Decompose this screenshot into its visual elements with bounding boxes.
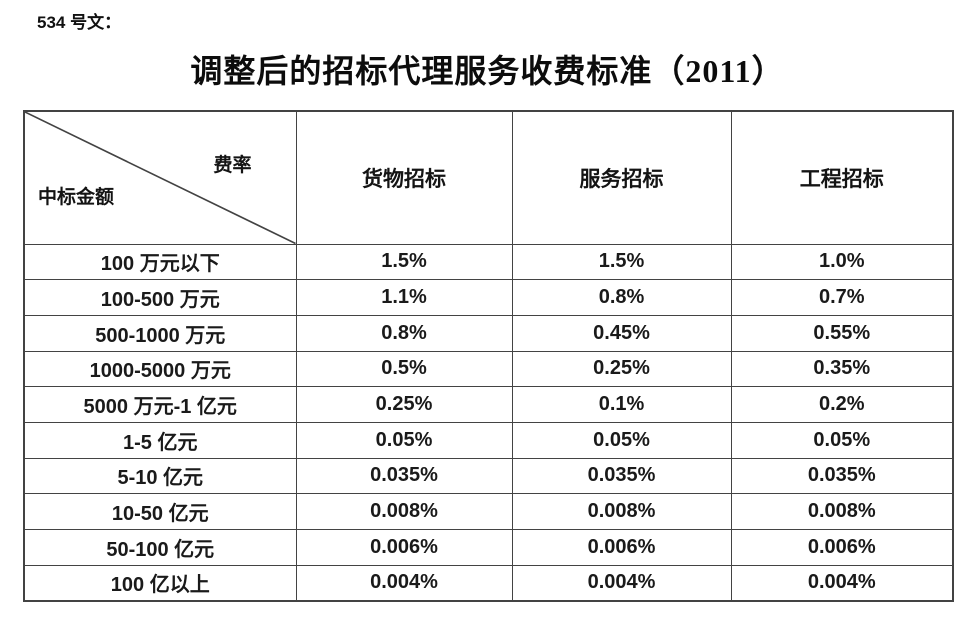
doc-number: 534 号文： — [37, 13, 122, 32]
corner-header-cell: 费率 中标金额 — [23, 110, 297, 245]
row-label: 100-500 万元 — [23, 279, 297, 316]
rate-cell: 0.45% — [511, 314, 732, 352]
rate-cell: 0.004% — [730, 564, 954, 602]
rate-cell: 0.7% — [730, 279, 954, 316]
page-title: 调整后的招标代理服务收费标准（2011） — [190, 53, 785, 89]
rate-cell: 0.008% — [730, 493, 954, 530]
rate-cell: 0.8% — [511, 279, 732, 316]
rate-cell: 1.5% — [295, 243, 513, 281]
rate-cell: 0.05% — [511, 421, 732, 459]
row-label: 5-10 亿元 — [23, 457, 297, 495]
table-row: 1000-5000 万元 0.5% 0.25% 0.35% — [23, 350, 954, 388]
row-label: 5000 万元-1 亿元 — [23, 386, 297, 423]
rate-cell: 0.006% — [511, 529, 732, 566]
table-row: 5000 万元-1 亿元 0.25% 0.1% 0.2% — [23, 386, 954, 423]
table-row: 1-5 亿元 0.05% 0.05% 0.05% — [23, 421, 954, 459]
table-row: 100 亿以上 0.004% 0.004% 0.004% — [23, 564, 954, 602]
rate-cell: 0.25% — [295, 386, 513, 423]
rate-cell: 0.5% — [295, 350, 513, 388]
rate-cell: 0.8% — [295, 314, 513, 352]
corner-label-rate: 费率 — [213, 155, 252, 176]
table-row: 10-50 亿元 0.008% 0.008% 0.008% — [23, 493, 954, 530]
rate-cell: 0.035% — [295, 457, 513, 495]
column-header-goods: 货物招标 — [295, 110, 513, 245]
rate-cell: 0.035% — [730, 457, 954, 495]
row-label: 100 万元以下 — [23, 243, 297, 281]
header-row: 费率 中标金额 货物招标 服务招标 工程招标 — [23, 110, 954, 245]
rate-cell: 1.5% — [511, 243, 732, 281]
rate-cell: 0.008% — [295, 493, 513, 530]
row-label: 100 亿以上 — [23, 564, 297, 602]
rate-cell: 0.004% — [511, 564, 732, 602]
rate-cell: 0.1% — [511, 386, 732, 423]
rate-cell: 0.2% — [730, 386, 954, 423]
rate-cell: 0.006% — [730, 529, 954, 566]
table-row: 5-10 亿元 0.035% 0.035% 0.035% — [23, 457, 954, 495]
row-label: 500-1000 万元 — [23, 314, 297, 352]
rate-cell: 0.25% — [511, 350, 732, 388]
column-header-services: 服务招标 — [511, 110, 732, 245]
rate-cell: 0.05% — [730, 421, 954, 459]
table-row: 100-500 万元 1.1% 0.8% 0.7% — [23, 279, 954, 316]
rate-cell: 0.006% — [295, 529, 513, 566]
row-label: 10-50 亿元 — [23, 493, 297, 530]
rate-cell: 0.55% — [730, 314, 954, 352]
rate-cell: 0.004% — [295, 564, 513, 602]
table-row: 50-100 亿元 0.006% 0.006% 0.006% — [23, 529, 954, 566]
rate-cell: 0.35% — [730, 350, 954, 388]
table-header: 费率 中标金额 货物招标 服务招标 工程招标 — [23, 110, 954, 245]
rate-cell: 0.008% — [511, 493, 732, 530]
rate-cell: 0.05% — [295, 421, 513, 459]
corner-label-award-amount: 中标金额 — [38, 186, 115, 208]
table-row: 500-1000 万元 0.8% 0.45% 0.55% — [23, 314, 954, 352]
rate-cell: 1.1% — [295, 279, 513, 316]
rate-cell: 1.0% — [730, 243, 954, 281]
row-label: 50-100 亿元 — [23, 529, 297, 566]
rate-cell: 0.035% — [511, 457, 732, 495]
fee-standard-table: 费率 中标金额 货物招标 服务招标 工程招标 100 万元以下 1.5% 1.5… — [23, 110, 954, 602]
row-label: 1-5 亿元 — [23, 421, 297, 459]
diagonal-divider-line — [25, 112, 296, 244]
row-label: 1000-5000 万元 — [23, 350, 297, 388]
column-header-works: 工程招标 — [730, 110, 954, 245]
table-row: 100 万元以下 1.5% 1.5% 1.0% — [23, 243, 954, 281]
table-body: 100 万元以下 1.5% 1.5% 1.0% 100-500 万元 1.1% … — [23, 243, 954, 602]
